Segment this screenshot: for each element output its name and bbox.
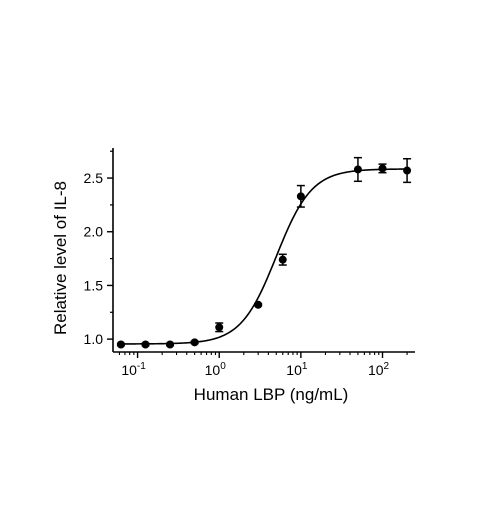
data-point bbox=[296, 192, 305, 201]
x-tick-label: 100 bbox=[205, 361, 227, 378]
y-tick-label: 2.0 bbox=[84, 224, 104, 240]
data-point bbox=[215, 323, 224, 332]
y-tick-label: 2.5 bbox=[84, 170, 104, 186]
fit-curve-layer bbox=[120, 168, 408, 345]
data-point bbox=[166, 340, 175, 349]
data-point bbox=[190, 338, 199, 347]
x-axis-label: Human LBP (ng/mL) bbox=[194, 385, 349, 404]
data-point bbox=[254, 300, 263, 309]
data-points-layer bbox=[116, 156, 412, 349]
data-point bbox=[378, 164, 387, 173]
data-point bbox=[353, 165, 362, 174]
y-tick-label: 1.5 bbox=[84, 277, 104, 293]
data-point bbox=[278, 255, 287, 264]
x-tick-label: 101 bbox=[286, 361, 308, 378]
data-point bbox=[403, 166, 412, 175]
data-point bbox=[141, 340, 150, 349]
y-tick-label: 1.0 bbox=[84, 331, 104, 347]
y-axis-label: Relative level of IL-8 bbox=[51, 181, 70, 335]
x-tick-label: 102 bbox=[368, 361, 390, 378]
data-point bbox=[116, 340, 125, 349]
x-tick-label: 10-1 bbox=[121, 361, 146, 378]
axes: 1.0 1.5 2.0 2.5 10-1 100 101 102 bbox=[84, 148, 415, 378]
fit-curve bbox=[120, 168, 408, 345]
